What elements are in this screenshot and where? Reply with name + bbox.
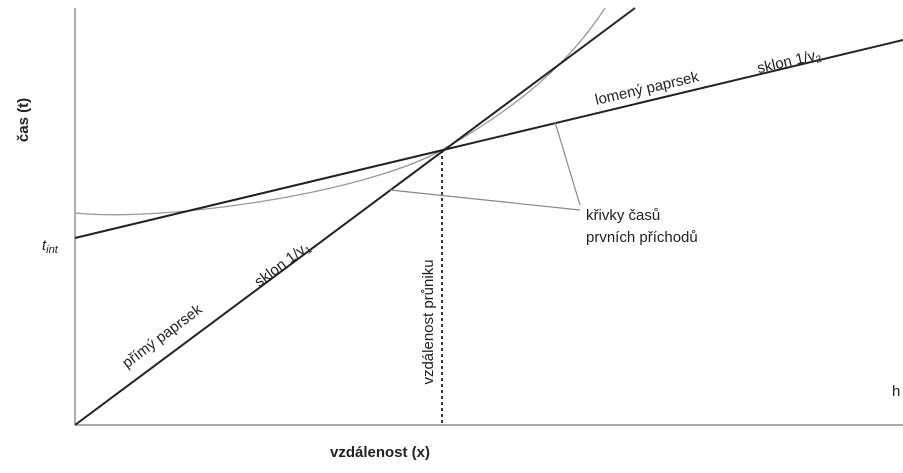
first-arrivals-line2: prvních příchodů	[586, 229, 698, 246]
x-axis-label: vzdálenost (x)	[330, 444, 430, 461]
intercept-t: t	[42, 237, 47, 254]
refracted-slope-label: sklon 1/v2	[756, 46, 824, 79]
slope-sub: 1	[303, 244, 314, 256]
direct-slope-label: sklon 1/v1	[251, 238, 315, 292]
slope-text: sklon 1/v	[756, 47, 818, 77]
intercept-label: tint	[42, 237, 59, 256]
y-axis-label: čas (t)	[15, 98, 32, 142]
refracted-ray-label: lomený paprsek	[593, 68, 700, 108]
slope-text: sklon 1/v	[251, 241, 309, 291]
intercept-sub: int	[46, 244, 59, 256]
edge-text: h	[892, 383, 900, 400]
first-arrivals-line1: křivky časů	[586, 207, 660, 224]
refracted-ray-line	[74, 39, 903, 239]
pointer-line	[554, 121, 581, 206]
pointer-line	[389, 189, 581, 211]
slope-sub: 2	[815, 54, 823, 66]
first-arrival-curve	[74, 7, 606, 216]
crossover-label: vzdálenost průniku	[420, 259, 437, 384]
direct-ray-line	[74, 7, 636, 426]
